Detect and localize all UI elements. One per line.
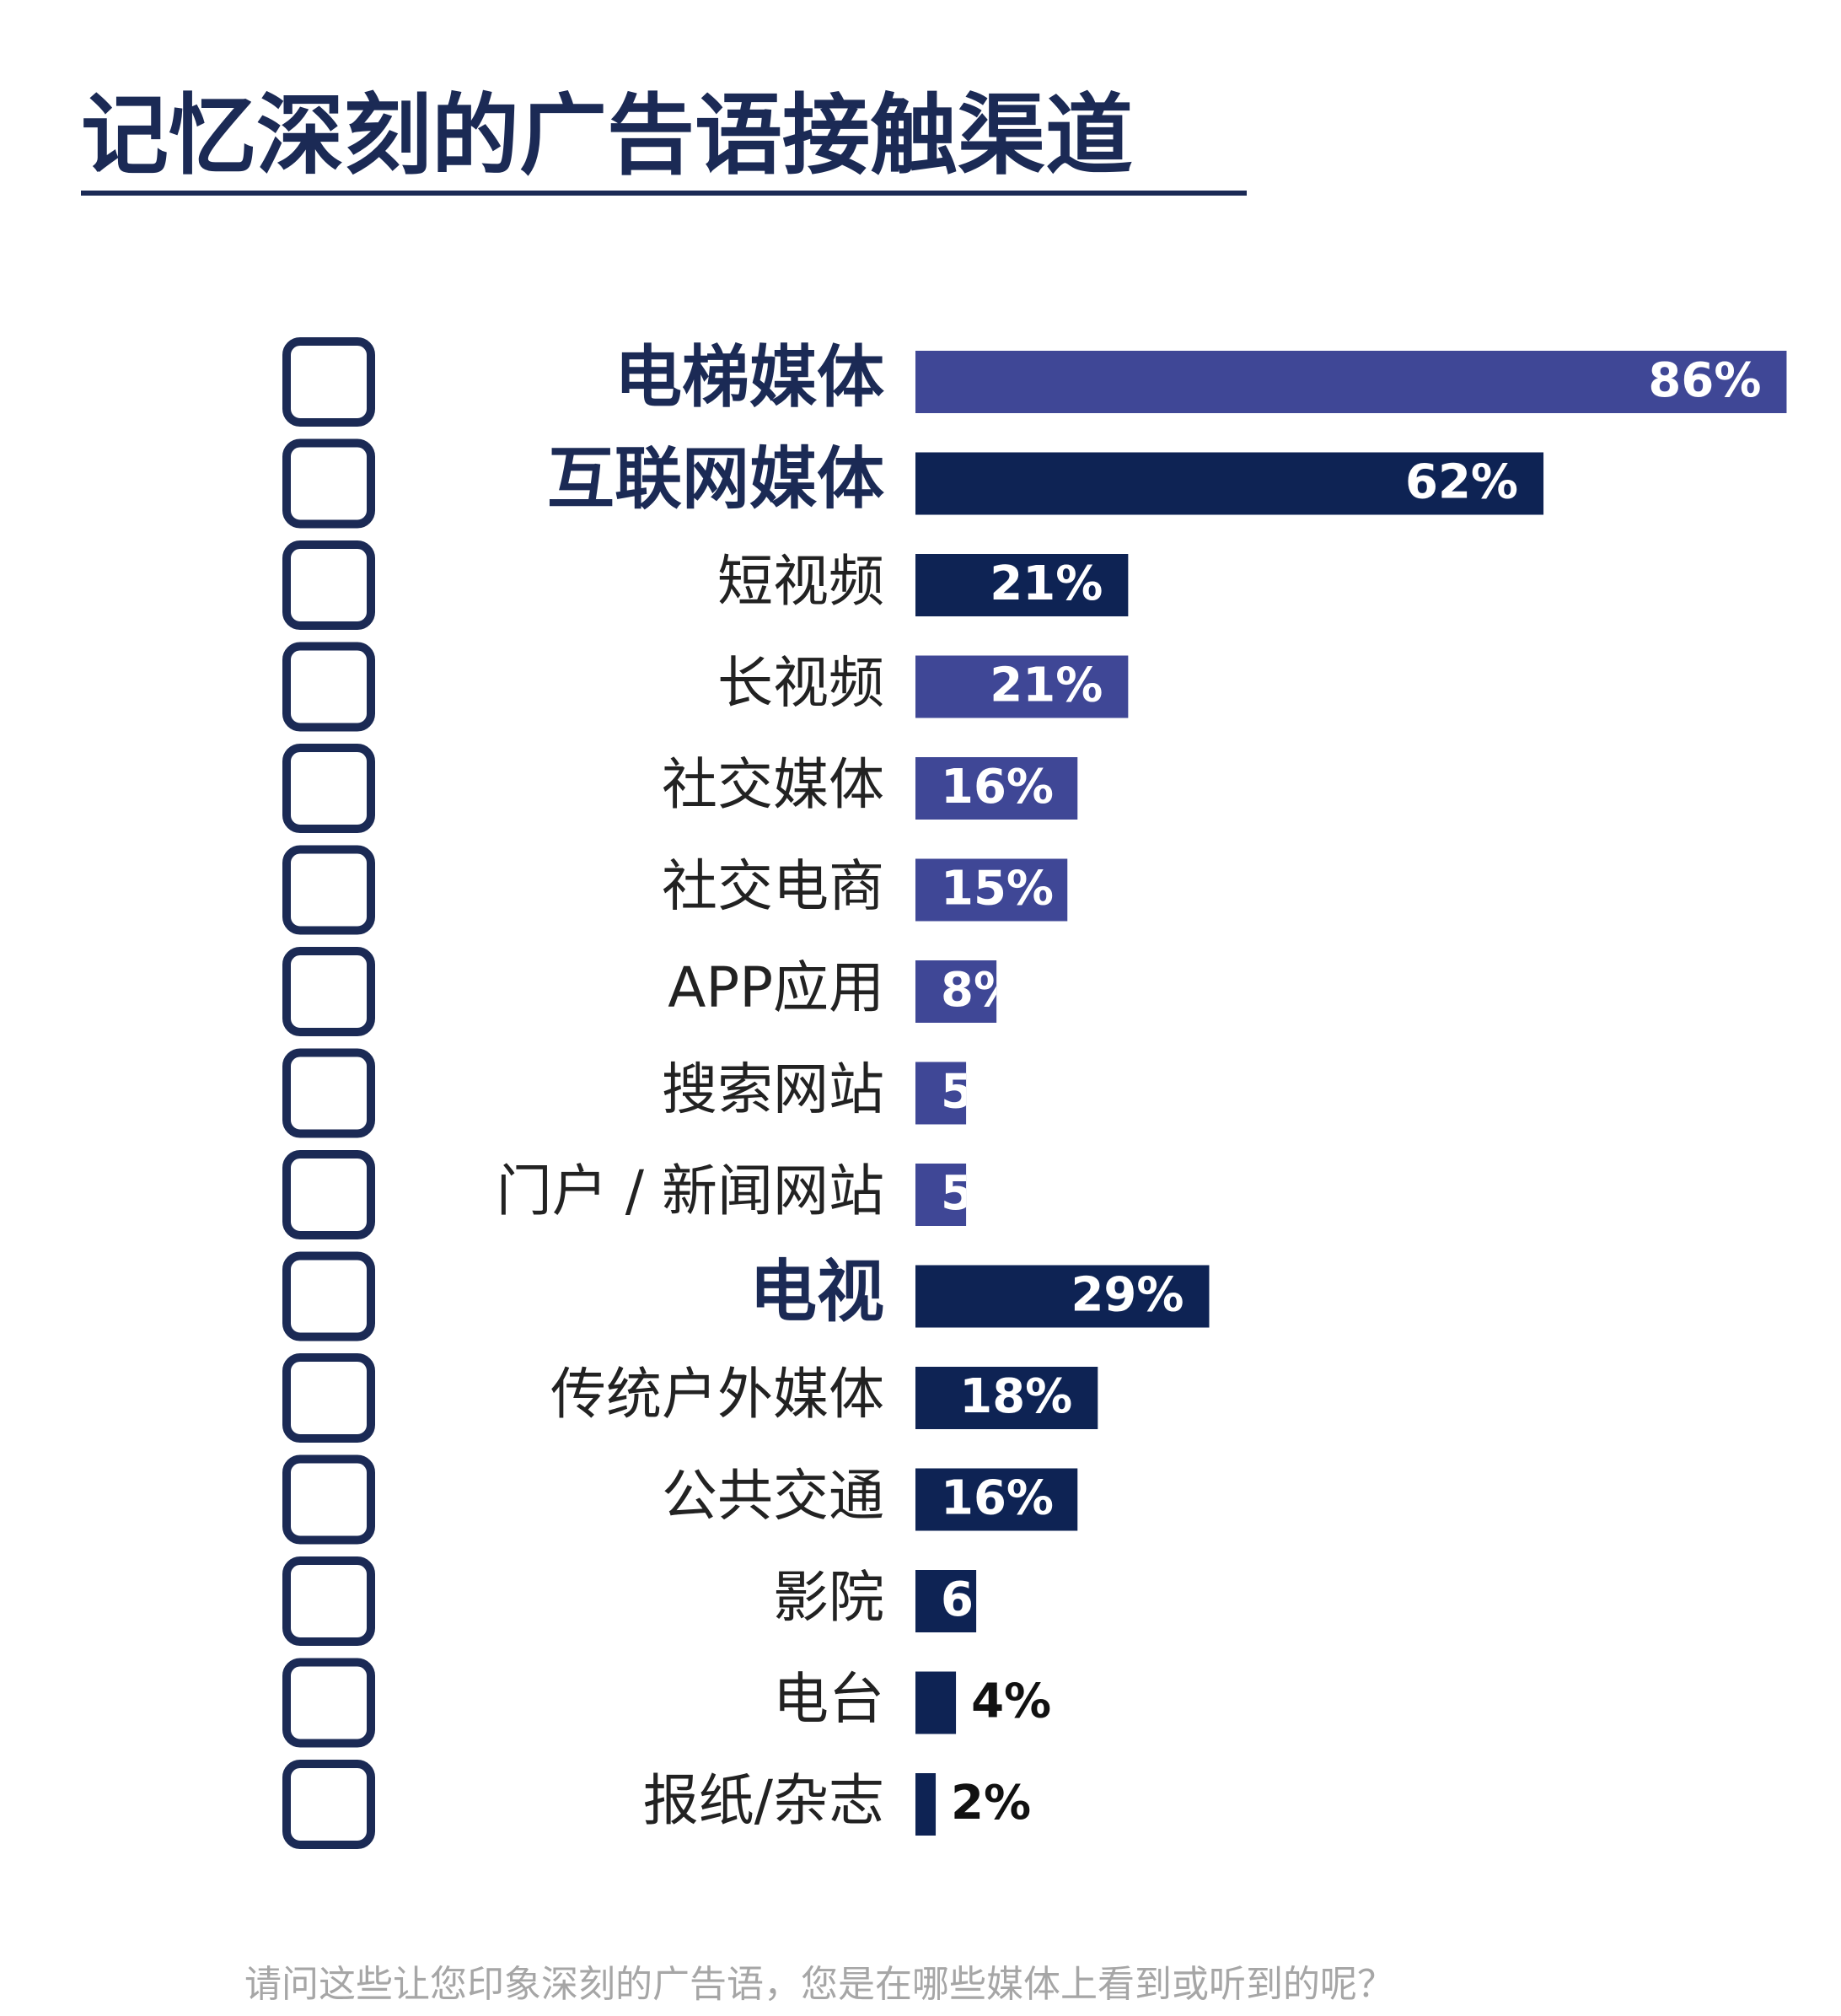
icon <box>282 1658 375 1748</box>
bar <box>915 1367 1098 1429</box>
category-label: 影院 <box>773 1565 884 1630</box>
category-label: 传统户外媒体 <box>550 1362 884 1427</box>
category-label: APP应用 <box>668 955 884 1020</box>
bar <box>915 1265 1210 1328</box>
icon <box>282 1048 375 1138</box>
value-label: 4% <box>971 1675 1051 1729</box>
bar <box>915 1773 937 1836</box>
category-label: 电视 <box>749 1252 884 1331</box>
value-label: 21% <box>990 659 1103 713</box>
value-label: 62% <box>1405 455 1518 510</box>
value-label: 15% <box>941 862 1054 917</box>
value-label: 5 <box>941 1166 974 1221</box>
bar <box>915 1570 977 1632</box>
value-label: 21% <box>990 556 1103 611</box>
category-label: 公共交通 <box>662 1464 884 1529</box>
footnote: 请问这些让您印象深刻的广告语，您是在哪些媒体上看到或听到的呢？ <box>244 1963 1394 2006</box>
bar <box>915 452 1544 515</box>
icon <box>282 438 375 529</box>
icon <box>282 337 375 427</box>
category-label: 互联网媒体 <box>547 439 884 518</box>
icon <box>282 1556 375 1646</box>
icon <box>282 845 375 935</box>
bar <box>915 655 1129 718</box>
icon <box>282 1454 375 1545</box>
bar <box>915 757 1078 820</box>
bar <box>915 1164 967 1226</box>
chart-title: 记忆深刻的广告语接触渠道 <box>81 83 1133 186</box>
category-label: 社交电商 <box>662 854 884 919</box>
bar <box>915 858 1068 922</box>
category-label: 社交媒体 <box>662 752 884 817</box>
value-label: 6 <box>941 1572 974 1627</box>
icon <box>282 642 375 732</box>
value-label: 29% <box>1071 1268 1184 1323</box>
bar <box>915 554 1129 616</box>
bar <box>915 960 997 1023</box>
icon <box>282 540 375 630</box>
category-label: 短视频 <box>717 549 884 614</box>
category-label: 报纸/杂志 <box>643 1768 884 1833</box>
value-label: 5 <box>941 1065 974 1120</box>
icon <box>282 1760 375 1849</box>
icon <box>282 1353 375 1443</box>
value-label: 8% <box>941 963 1021 1018</box>
category-label: 搜索网站 <box>662 1057 884 1122</box>
bar <box>915 1468 1078 1531</box>
value-label: 86% <box>1648 353 1761 408</box>
icon <box>282 1251 375 1341</box>
category-label: 长视频 <box>717 651 884 716</box>
value-label: 16% <box>941 760 1054 814</box>
value-label: 18% <box>959 1369 1072 1424</box>
value-label: 2% <box>951 1776 1031 1831</box>
value-label: 16% <box>941 1471 1054 1526</box>
bar <box>915 351 1787 413</box>
category-label: 电梯媒体 <box>615 338 884 417</box>
category-label: 电台 <box>773 1667 884 1732</box>
bar <box>915 1062 967 1125</box>
bar <box>915 1671 957 1734</box>
icon <box>282 947 375 1036</box>
category-label: 门户 / 新闻网站 <box>496 1159 884 1223</box>
icon <box>282 744 375 833</box>
icon <box>282 1150 375 1239</box>
